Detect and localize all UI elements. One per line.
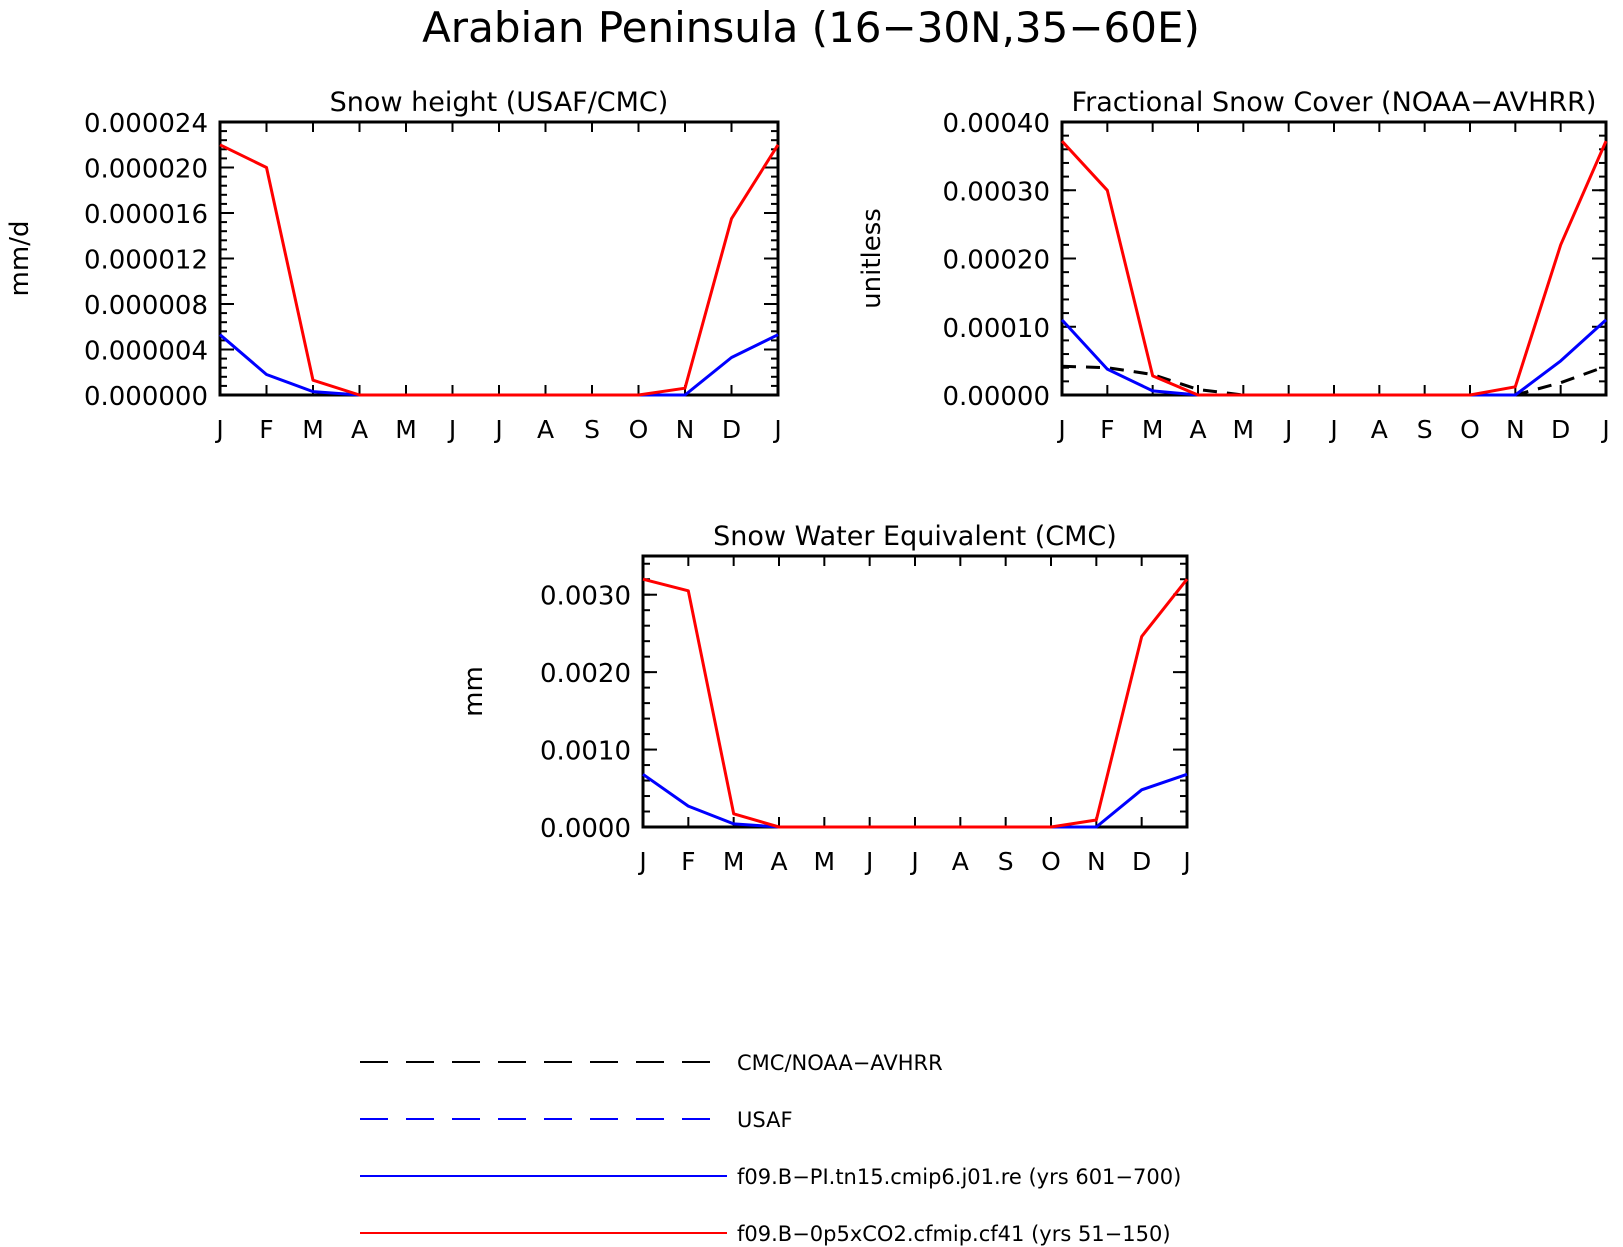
x-tick-label: J — [1181, 847, 1190, 876]
x-tick-label: M — [1233, 415, 1255, 444]
legend: CMC/NOAA−AVHRR USAF f09.B−PI.tn15.cmip6.j0… — [360, 1051, 1181, 1246]
y-tick-label: 0.0020 — [540, 659, 631, 689]
series-line — [219, 143, 780, 397]
y-tick-label: 0.000008 — [84, 291, 208, 321]
legend-label: CMC/NOAA−AVHRR — [737, 1051, 943, 1075]
x-tick-label: A — [952, 847, 969, 876]
legend-item: f09.B−PI.tn15.cmip6.j01.re (yrs 601−700) — [360, 1165, 1181, 1189]
y-axis-label: mm — [459, 666, 489, 717]
legend-label: f09.B−PI.tn15.cmip6.j01.re (yrs 601−700) — [737, 1165, 1181, 1189]
y-tick-label: 0.000020 — [84, 155, 208, 185]
y-tick-label: 0.00040 — [942, 109, 1050, 139]
y-tick-label: 0.00020 — [942, 246, 1050, 276]
chart-panel-2: Fractional Snow Cover (NOAA−AVHRR)J F M A M J… — [857, 87, 1610, 444]
x-tick-label: J — [772, 415, 781, 444]
legend-label: USAF — [737, 1108, 793, 1132]
x-tick-label: M — [395, 415, 417, 444]
x-tick-label: D — [722, 415, 741, 444]
x-tick-label: O — [629, 415, 649, 444]
y-axis-label: unitless — [857, 208, 887, 309]
x-tick-label: S — [584, 415, 600, 444]
x-tick-label: J — [214, 415, 223, 444]
panel-title: Fractional Snow Cover (NOAA−AVHRR) — [1072, 87, 1597, 118]
y-tick-label: 0.00000 — [942, 382, 1050, 412]
x-tick-label: J — [1328, 415, 1337, 444]
legend-label: f09.B−0p5xCO2.cfmip.cf41 (yrs 51−150) — [737, 1222, 1171, 1246]
x-tick-label: D — [1551, 415, 1570, 444]
y-tick-label: 0.0030 — [540, 582, 631, 612]
figure-title: Arabian Peninsula (16−30N,35−60E) — [422, 3, 1200, 52]
panel-title: Snow height (USAF/CMC) — [330, 87, 669, 118]
x-tick-label: S — [1417, 415, 1433, 444]
y-tick-label: 0.000000 — [84, 382, 208, 412]
x-tick-label: O — [1460, 415, 1480, 444]
y-tick-label: 0.00010 — [942, 314, 1050, 344]
x-tick-label: A — [537, 415, 554, 444]
legend-item: CMC/NOAA−AVHRR — [360, 1051, 943, 1075]
x-tick-label: M — [1142, 415, 1164, 444]
x-tick-label: J — [864, 847, 873, 876]
x-tick-label: J — [637, 847, 646, 876]
legend-item: USAF — [360, 1108, 793, 1132]
x-tick-label: F — [1100, 415, 1114, 444]
x-tick-label: J — [1056, 415, 1065, 444]
y-axis-label: mm/d — [5, 221, 35, 297]
y-tick-label: 0.0010 — [540, 737, 631, 767]
x-tick-label: F — [259, 415, 273, 444]
y-tick-label: 0.000004 — [84, 337, 208, 367]
x-tick-label: A — [770, 847, 787, 876]
chart-panel-1: Snow height (USAF/CMC)J F M A M J J A S O N D J0.000… — [5, 87, 782, 444]
x-tick-label: J — [1283, 415, 1292, 444]
y-tick-label: 0.000024 — [84, 109, 208, 139]
x-tick-label: F — [681, 847, 695, 876]
y-tick-label: 0.000012 — [84, 246, 208, 276]
x-tick-label: M — [302, 415, 324, 444]
x-tick-label: J — [1600, 415, 1609, 444]
series-line — [642, 577, 1189, 829]
x-tick-label: J — [909, 847, 918, 876]
x-tick-label: S — [998, 847, 1014, 876]
x-tick-label: A — [1189, 415, 1206, 444]
x-tick-label: M — [723, 847, 745, 876]
x-tick-label: D — [1132, 847, 1151, 876]
x-tick-label: A — [1371, 415, 1388, 444]
x-tick-label: J — [447, 415, 456, 444]
legend-item: f09.B−0p5xCO2.cfmip.cf41 (yrs 51−150) — [360, 1222, 1171, 1246]
panels: Snow height (USAF/CMC)J F M A M J J A S O N D J0.000… — [5, 87, 1610, 876]
x-tick-label: J — [493, 415, 502, 444]
x-tick-label: N — [676, 415, 695, 444]
series-line — [1060, 140, 1608, 397]
y-tick-label: 0.0000 — [540, 814, 631, 844]
y-tick-label: 0.000016 — [84, 200, 208, 230]
x-tick-label: O — [1041, 847, 1061, 876]
x-tick-label: A — [351, 415, 368, 444]
panel-title: Snow Water Equivalent (CMC) — [713, 521, 1117, 552]
x-tick-label: N — [1506, 415, 1525, 444]
x-tick-label: M — [814, 847, 836, 876]
y-tick-label: 0.00030 — [942, 177, 1050, 207]
x-tick-label: N — [1087, 847, 1106, 876]
chart-panel-3: Snow Water Equivalent (CMC)J F M A M J J A S O N D J… — [459, 521, 1191, 876]
